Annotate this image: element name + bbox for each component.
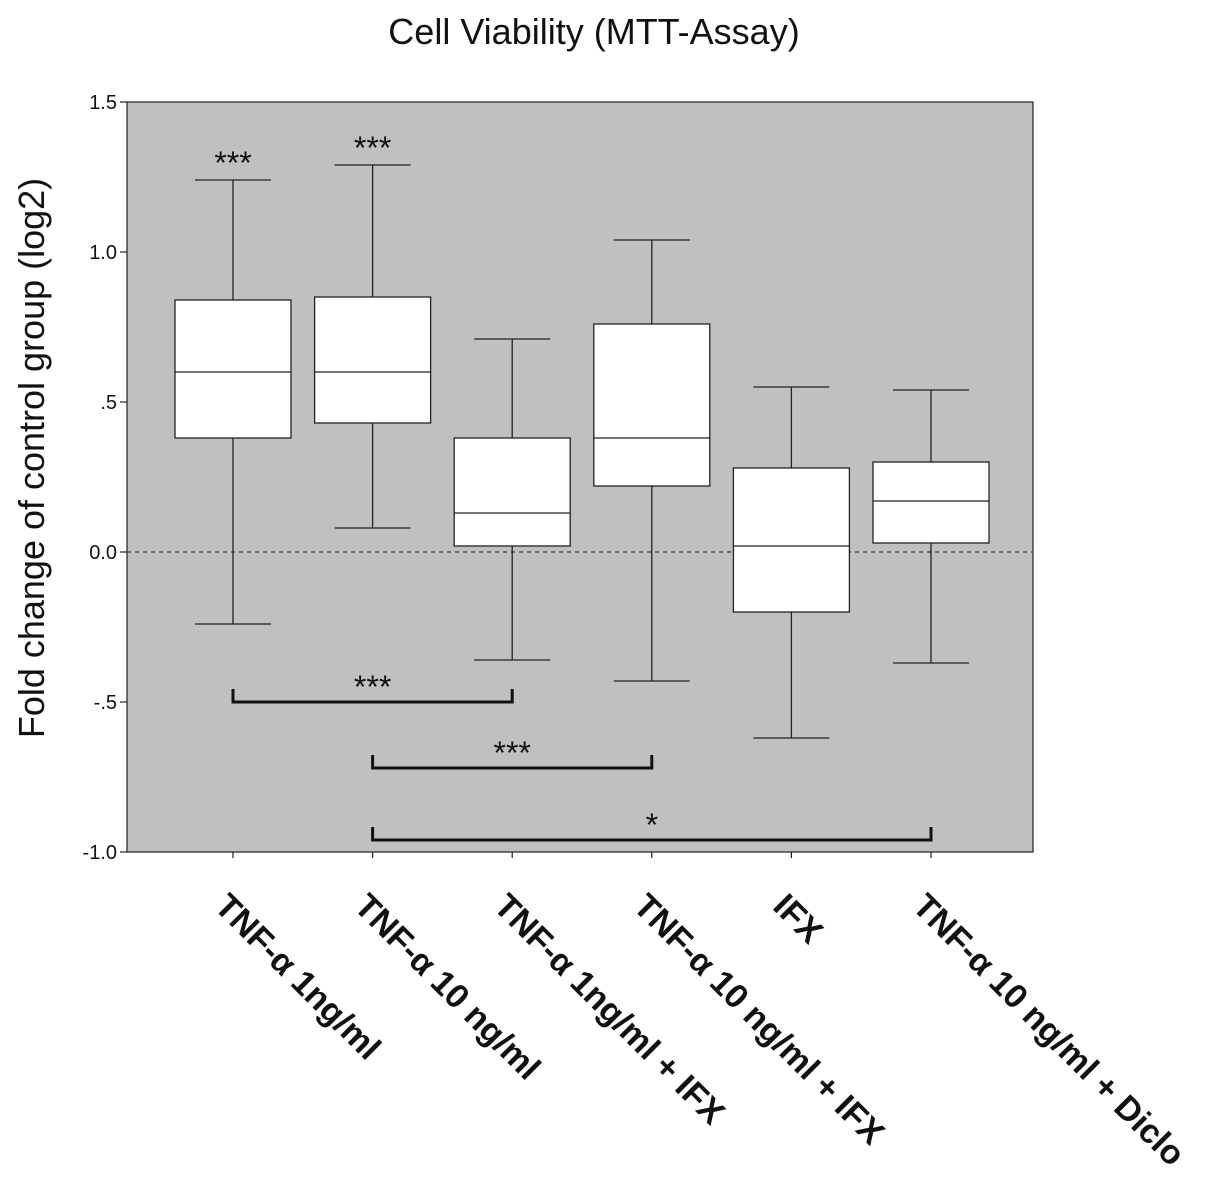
x-tick-label: TNF-α 10 ng/ml + Diclo	[905, 887, 1192, 1174]
x-tick-label: TNF-α 1ng/ml + IFX	[487, 887, 733, 1133]
box	[872, 461, 990, 544]
box	[593, 323, 711, 487]
y-tick-label: .5	[100, 392, 117, 414]
box	[313, 296, 432, 424]
comparison-label: *	[646, 807, 658, 843]
chart-title: Cell Viability (MTT-Assay)	[388, 11, 799, 52]
x-tick-label: IFX	[766, 887, 830, 951]
comparison-bracket	[371, 827, 933, 842]
y-tick-label: -.5	[94, 692, 117, 714]
box	[453, 437, 571, 547]
significance-marker: ***	[214, 145, 251, 181]
y-tick-label: -1.0	[83, 842, 117, 864]
significance-marker: ***	[354, 130, 391, 166]
comparison-label: ***	[494, 735, 531, 771]
y-axis-label: Fold change of control group (log2)	[11, 178, 52, 738]
y-tick-label: 1.0	[89, 242, 117, 264]
comparison-bracket	[231, 689, 514, 704]
box	[732, 467, 851, 613]
comparison-bracket	[371, 755, 654, 770]
box	[174, 299, 292, 439]
comparison-label: ***	[354, 669, 391, 705]
y-tick-label: 1.5	[89, 92, 117, 114]
y-tick-label: 0.0	[89, 542, 117, 564]
x-tick-label: TNF-α 10 ng/ml + IFX	[626, 887, 892, 1153]
